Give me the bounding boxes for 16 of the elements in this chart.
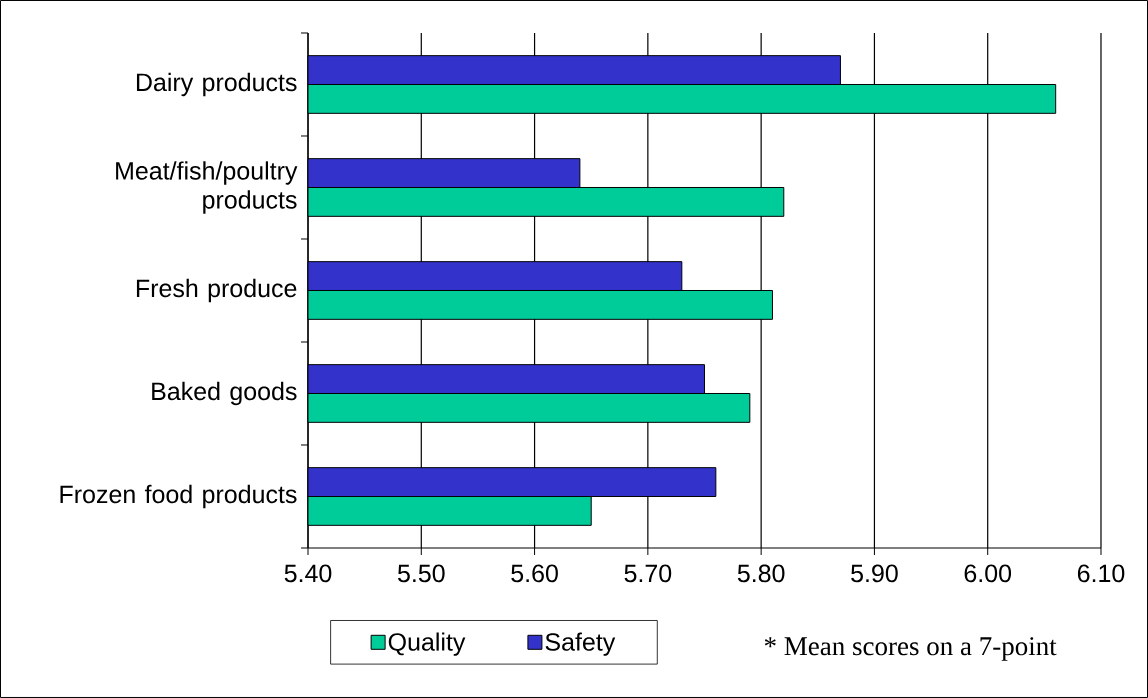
- y-tick-label: Meat/fish/poultry products: [116, 161, 298, 214]
- legend-label: Quality: [388, 632, 466, 656]
- x-tick-label: 6.10: [1077, 564, 1125, 583]
- x-tick-label: 5.80: [737, 564, 785, 583]
- y-tick-label: Fresh produce: [136, 278, 297, 303]
- y-tick-label: Dairy products: [136, 72, 297, 97]
- y-tick-label: Baked goods: [152, 381, 297, 406]
- y-tick-label: Frozen food products: [60, 484, 297, 509]
- x-tick-label: 5.50: [397, 564, 445, 583]
- x-tick-label: 5.60: [511, 564, 558, 583]
- x-tick-label: 5.40: [284, 564, 332, 583]
- x-tick-label: 6.00: [964, 564, 1012, 583]
- x-tick-label: 5.70: [624, 564, 672, 583]
- legend-label: Safety: [545, 632, 616, 656]
- text: * Mean scores on a 7-point: [764, 637, 1057, 661]
- x-tick-label: 5.90: [851, 564, 898, 583]
